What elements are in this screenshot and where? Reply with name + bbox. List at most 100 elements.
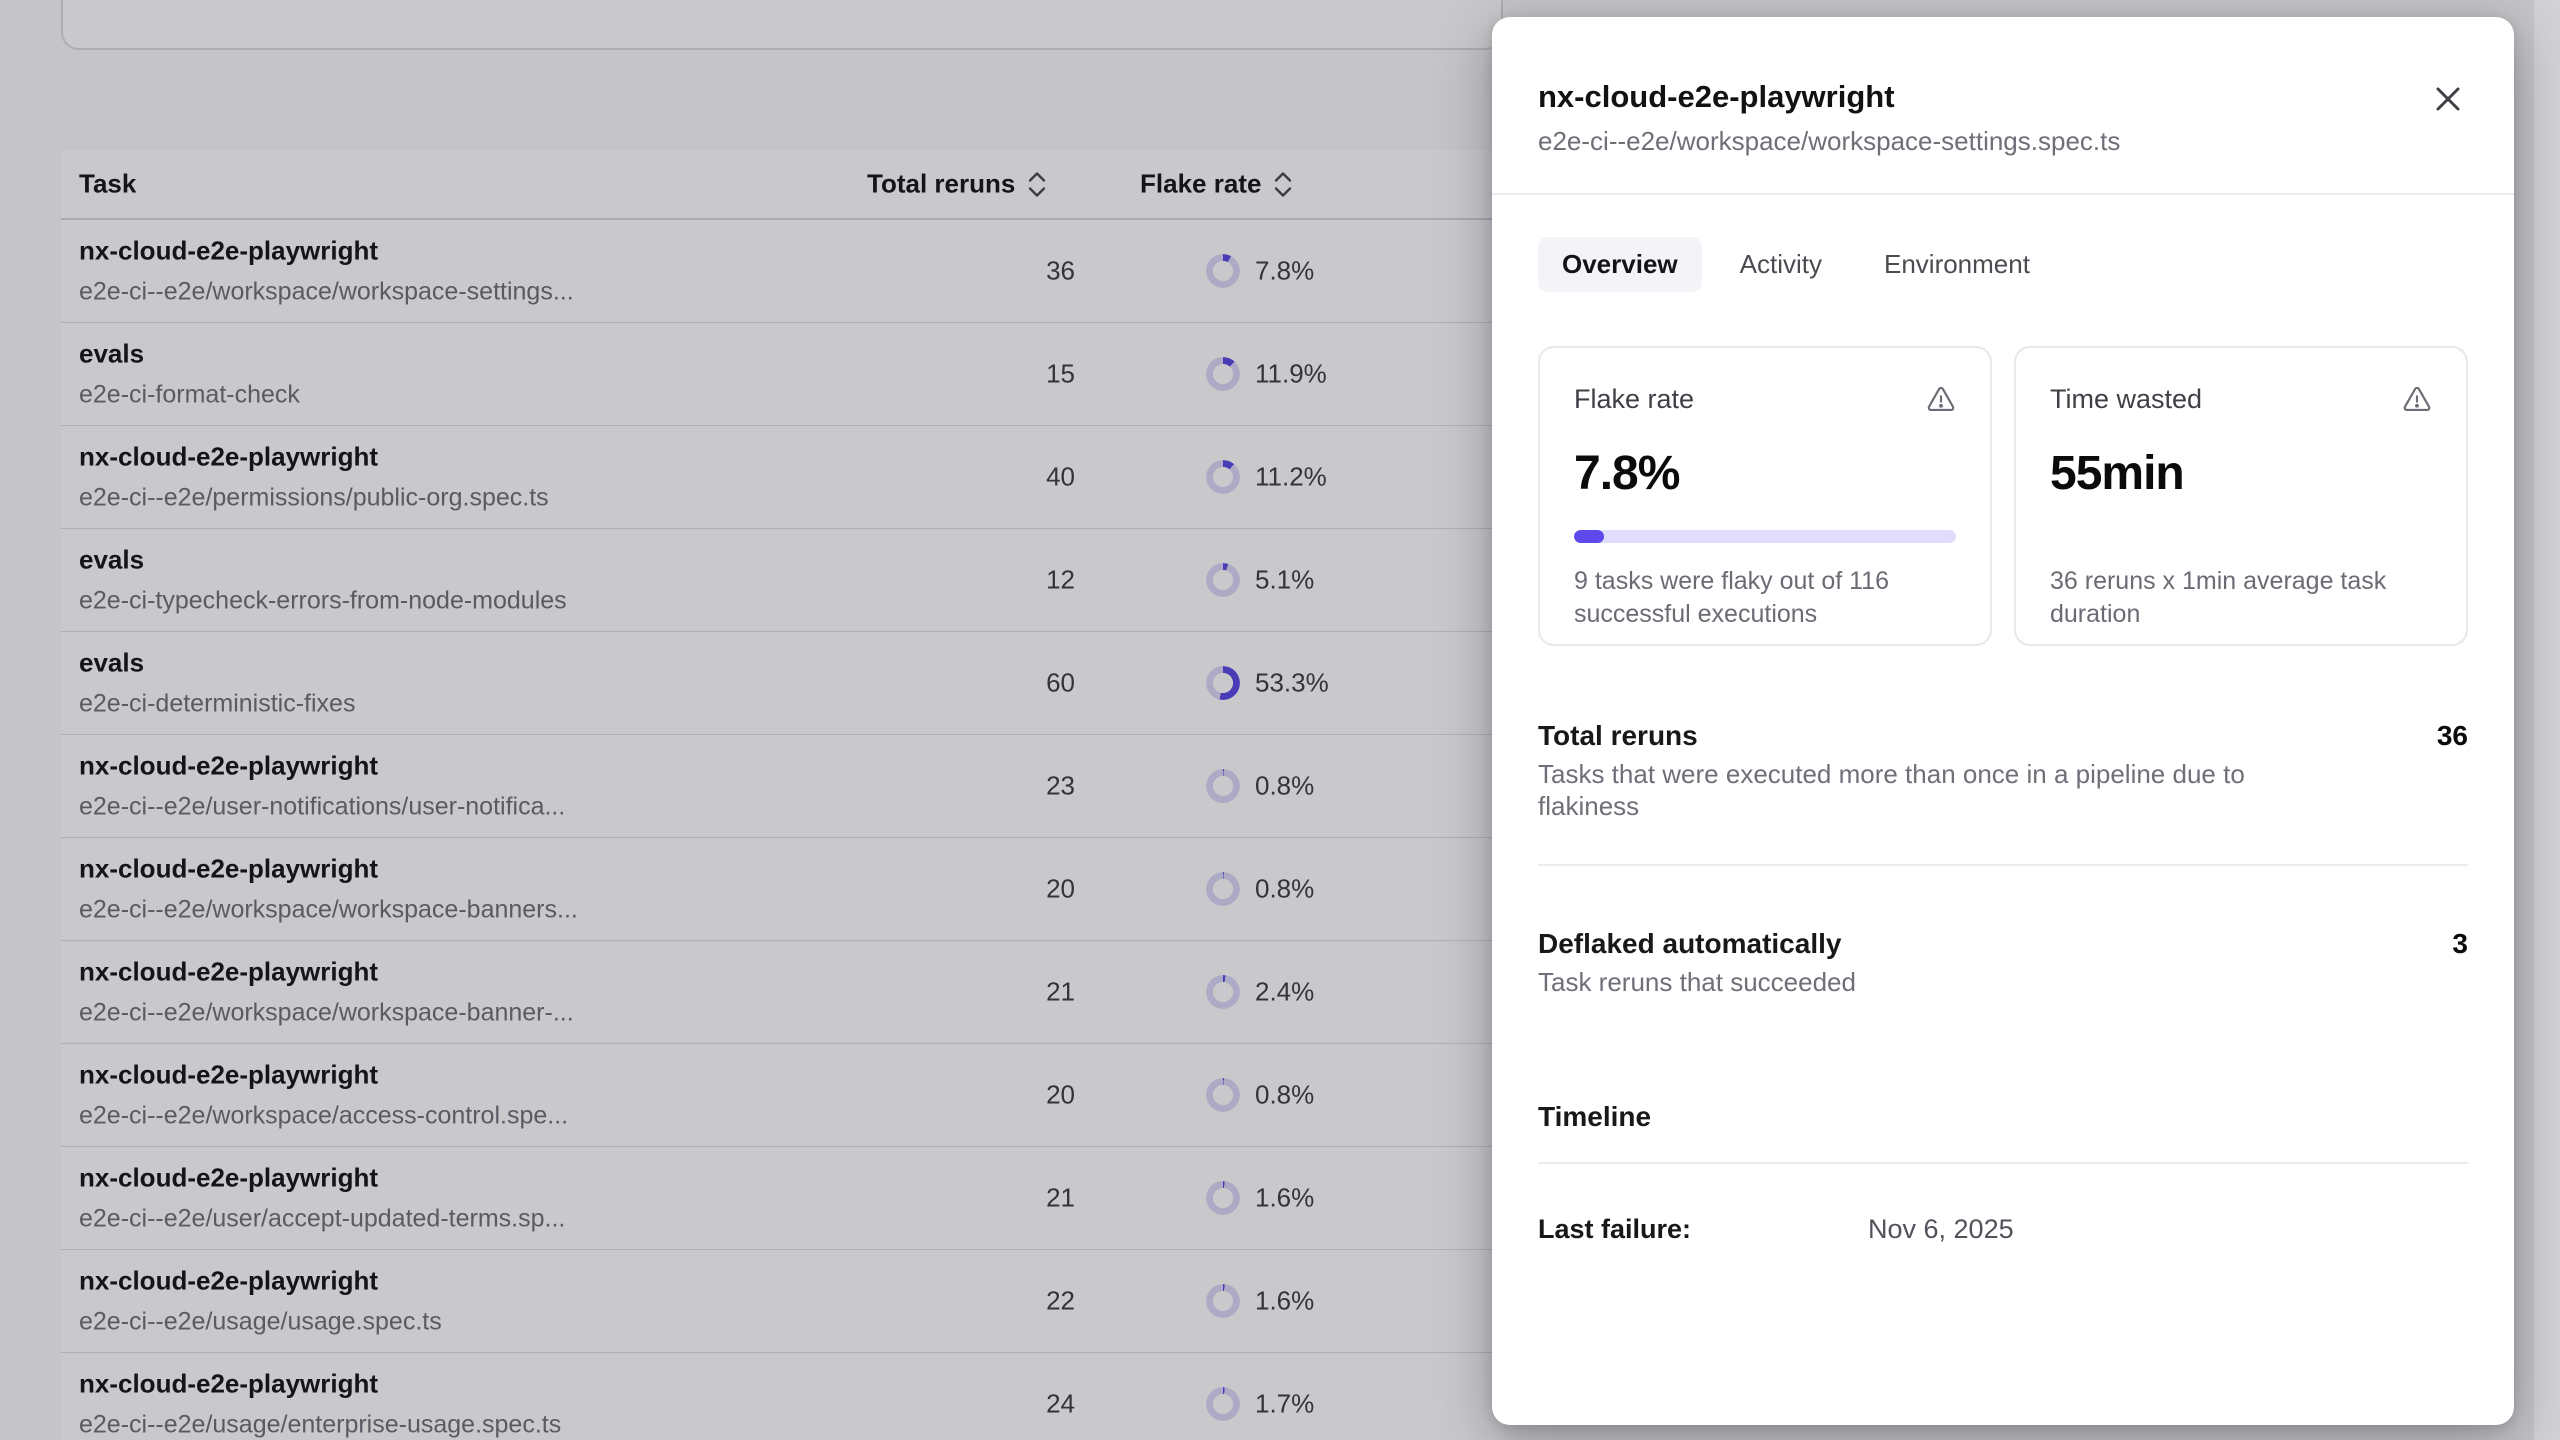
task-spec-path: e2e-ci--e2e/user/accept-updated-terms.sp… <box>79 1204 566 1233</box>
section-divider <box>1538 864 2468 866</box>
total-reruns-value: 22 <box>1046 1285 1075 1316</box>
total-reruns-value: 23 <box>1046 770 1075 801</box>
column-header-flake-rate-label: Flake rate <box>1140 168 1262 199</box>
column-header-total-reruns[interactable]: Total reruns <box>867 169 1047 200</box>
task-detail-panel: nx-cloud-e2e-playwright e2e-ci--e2e/work… <box>1492 17 2514 1425</box>
total-reruns-value: 12 <box>1046 564 1075 595</box>
last-failure-label: Last failure: <box>1538 1214 1692 1244</box>
flake-rate-value: 53.3% <box>1255 667 1329 698</box>
table-row[interactable]: nx-cloud-e2e-playwright e2e-ci--e2e/work… <box>61 838 1503 941</box>
table-row[interactable]: evals e2e-ci-format-check 15 11.9% <box>61 323 1503 426</box>
table-row[interactable]: nx-cloud-e2e-playwright e2e-ci--e2e/perm… <box>61 426 1503 529</box>
flake-rate-ring-icon <box>1206 460 1240 494</box>
last-failure-row: Last failure: Nov 6, 2025 <box>1538 1214 2468 1245</box>
flake-rate-progress-bar <box>1574 530 1956 543</box>
panel-title: nx-cloud-e2e-playwright <box>1538 79 1895 114</box>
task-name: nx-cloud-e2e-playwright <box>79 956 379 987</box>
task-name: evals <box>79 647 145 678</box>
task-name: nx-cloud-e2e-playwright <box>79 1265 379 1296</box>
stat-deflaked-automatically: Deflaked automatically 3 Task reruns tha… <box>1538 928 2468 998</box>
task-spec-path: e2e-ci--e2e/workspace/workspace-banner-.… <box>79 998 574 1027</box>
total-reruns-value: 60 <box>1046 667 1075 698</box>
stat-label: Deflaked automatically <box>1538 928 1842 959</box>
table-row[interactable]: nx-cloud-e2e-playwright e2e-ci--e2e/usag… <box>61 1250 1503 1353</box>
task-spec-path: e2e-ci--e2e/usage/enterprise-usage.spec.… <box>79 1410 562 1439</box>
metric-card-title: Flake rate <box>1574 384 1695 414</box>
task-cell: nx-cloud-e2e-playwright e2e-ci--e2e/user… <box>79 1163 565 1234</box>
sort-icon[interactable] <box>1027 169 1047 199</box>
flake-rate-ring-icon <box>1206 1284 1240 1318</box>
panel-tabs: Overview Activity Environment <box>1538 237 2468 292</box>
flake-rate-value: 5.1% <box>1255 564 1315 595</box>
section-divider <box>1538 1162 2468 1164</box>
table-row[interactable]: nx-cloud-e2e-playwright e2e-ci--e2e/work… <box>61 941 1503 1044</box>
panel-subtitle: e2e-ci--e2e/workspace/workspace-settings… <box>1538 126 2121 156</box>
flake-rate-ring-icon <box>1206 975 1240 1009</box>
metric-card-caption: 36 reruns x 1min average task duration <box>2050 567 2387 628</box>
table-row[interactable]: nx-cloud-e2e-playwright e2e-ci--e2e/user… <box>61 735 1503 838</box>
task-name: nx-cloud-e2e-playwright <box>79 441 379 472</box>
tab-overview[interactable]: Overview <box>1538 237 1702 292</box>
table-row[interactable]: nx-cloud-e2e-playwright e2e-ci--e2e/work… <box>61 220 1503 323</box>
flake-rate-value: 11.2% <box>1255 461 1327 492</box>
flake-rate-value: 0.8% <box>1255 873 1315 904</box>
flake-rate-value: 1.7% <box>1255 1388 1315 1419</box>
task-name: nx-cloud-e2e-playwright <box>79 750 379 781</box>
total-reruns-value: 15 <box>1046 358 1075 389</box>
task-cell: evals e2e-ci-format-check <box>79 339 300 410</box>
task-name: nx-cloud-e2e-playwright <box>79 1162 379 1193</box>
metric-cards: Flake rate 7.8% 9 tasks were flaky out o… <box>1538 346 2468 646</box>
table-row[interactable]: nx-cloud-e2e-playwright e2e-ci--e2e/usag… <box>61 1353 1503 1440</box>
metric-card-value: 7.8% <box>1574 447 1680 500</box>
task-cell: evals e2e-ci-deterministic-fixes <box>79 648 355 719</box>
flake-rate-ring-icon <box>1206 357 1240 391</box>
metric-card-caption: 9 tasks were flaky out of 116 successful… <box>1574 567 1889 628</box>
metric-card-value: 55min <box>2050 447 2185 500</box>
total-reruns-value: 40 <box>1046 461 1075 492</box>
column-header-total-reruns-label: Total reruns <box>867 168 1016 199</box>
flake-rate-ring-icon <box>1206 769 1240 803</box>
task-spec-path: e2e-ci--e2e/workspace/access-control.spe… <box>79 1101 569 1130</box>
task-cell: nx-cloud-e2e-playwright e2e-ci--e2e/work… <box>79 1060 568 1131</box>
task-cell: nx-cloud-e2e-playwright e2e-ci--e2e/perm… <box>79 442 549 513</box>
last-failure-value: Nov 6, 2025 <box>1868 1214 2014 1244</box>
task-spec-path: e2e-ci--e2e/user-notifications/user-noti… <box>79 792 566 821</box>
panel-header: nx-cloud-e2e-playwright e2e-ci--e2e/work… <box>1492 17 2514 195</box>
stat-label: Total reruns <box>1538 720 1698 751</box>
tab-environment[interactable]: Environment <box>1883 249 2030 279</box>
column-header-flake-rate[interactable]: Flake rate <box>1140 169 1293 200</box>
task-name: nx-cloud-e2e-playwright <box>79 235 379 266</box>
table-row[interactable]: evals e2e-ci-typecheck-errors-from-node-… <box>61 529 1503 632</box>
column-header-task: Task <box>79 169 136 200</box>
flake-rate-value: 7.8% <box>1255 255 1315 286</box>
table-row[interactable]: nx-cloud-e2e-playwright e2e-ci--e2e/work… <box>61 1044 1503 1147</box>
table-row[interactable]: evals e2e-ci-deterministic-fixes 60 53.3… <box>61 632 1503 735</box>
task-cell: nx-cloud-e2e-playwright e2e-ci--e2e/user… <box>79 751 565 822</box>
sort-icon[interactable] <box>1273 169 1293 199</box>
flake-rate-ring-icon <box>1206 872 1240 906</box>
task-name: nx-cloud-e2e-playwright <box>79 1059 379 1090</box>
flake-rate-ring-icon <box>1206 563 1240 597</box>
task-spec-path: e2e-ci-typecheck-errors-from-node-module… <box>79 586 567 615</box>
flake-rate-value: 0.8% <box>1255 1079 1315 1110</box>
total-reruns-value: 21 <box>1046 976 1075 1007</box>
warning-triangle-icon <box>2402 384 2432 414</box>
tab-activity[interactable]: Activity <box>1739 249 1822 279</box>
task-spec-path: e2e-ci--e2e/usage/usage.spec.ts <box>79 1307 442 1336</box>
task-cell: evals e2e-ci-typecheck-errors-from-node-… <box>79 545 567 616</box>
task-cell: nx-cloud-e2e-playwright e2e-ci--e2e/work… <box>79 957 574 1028</box>
total-reruns-value: 20 <box>1046 873 1075 904</box>
task-cell: nx-cloud-e2e-playwright e2e-ci--e2e/usag… <box>79 1369 561 1440</box>
task-spec-path: e2e-ci--e2e/workspace/workspace-banners.… <box>79 895 578 924</box>
close-button[interactable] <box>2428 79 2468 119</box>
timeline-heading: Timeline <box>1538 1101 1652 1132</box>
stat-value: 36 <box>2436 720 2468 751</box>
warning-triangle-icon <box>1926 384 1956 414</box>
previous-section-card <box>61 0 1503 50</box>
table-row[interactable]: nx-cloud-e2e-playwright e2e-ci--e2e/user… <box>61 1147 1503 1250</box>
flaky-tasks-table: Task Total reruns Flake rate nx-cloud-e2… <box>61 150 1503 1440</box>
page-scrollbar-track[interactable] <box>2534 0 2560 1440</box>
task-spec-path: e2e-ci-deterministic-fixes <box>79 689 356 718</box>
task-name: evals <box>79 544 145 575</box>
flake-rate-progress-fill <box>1574 530 1604 543</box>
